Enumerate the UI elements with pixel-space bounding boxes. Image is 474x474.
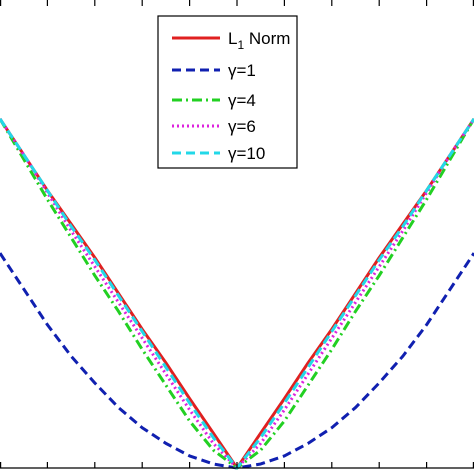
- legend: L1 Norm γ=1 γ=4 γ=6 γ=10: [157, 15, 298, 169]
- legend-box: [157, 15, 298, 169]
- legend-label-0: L1 Norm: [228, 29, 290, 52]
- legend-label-3: γ=6: [228, 117, 256, 136]
- legend-label-1: γ=1: [228, 61, 256, 80]
- series-line-3: [0, 118, 474, 470]
- legend-label-4: γ=10: [228, 144, 265, 163]
- legend-label-2: γ=4: [228, 91, 256, 110]
